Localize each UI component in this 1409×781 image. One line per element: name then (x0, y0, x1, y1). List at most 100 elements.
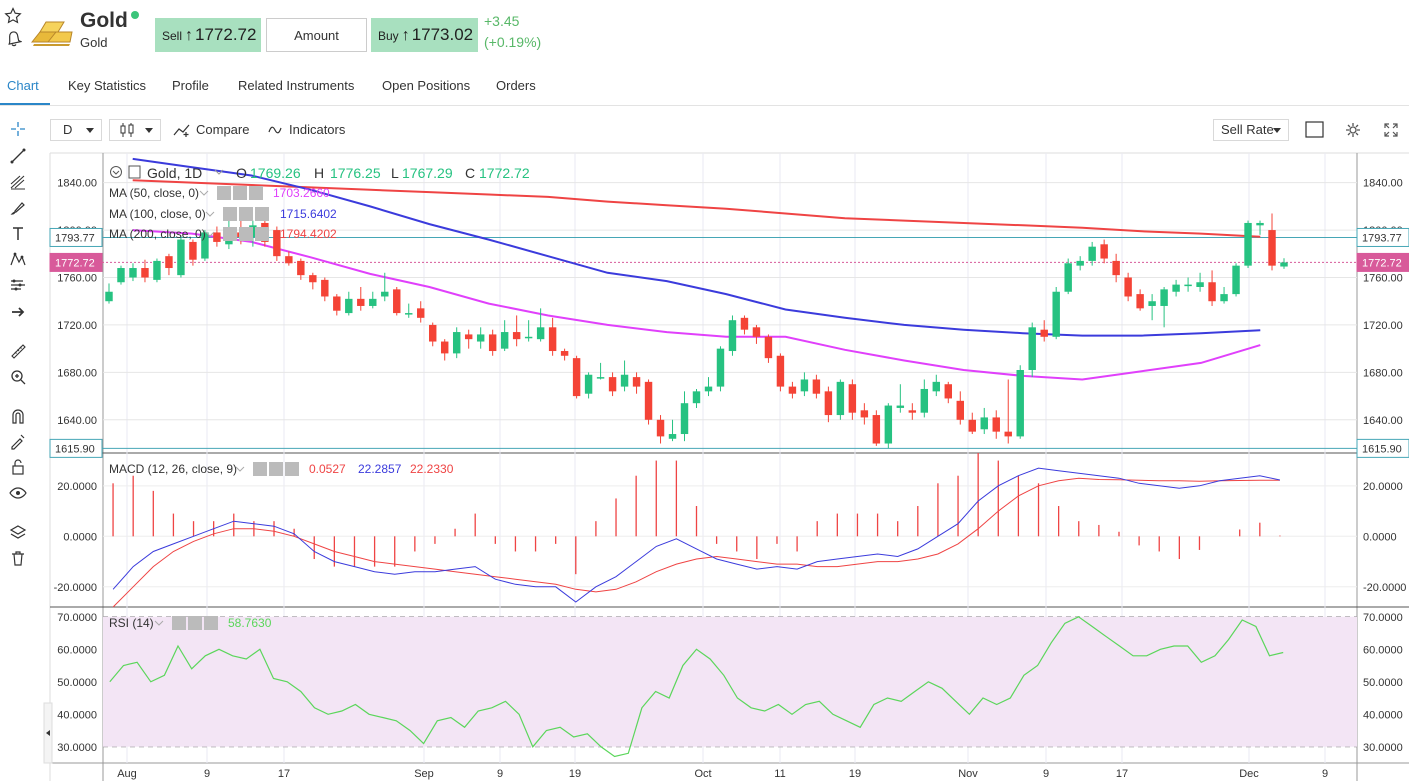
star-icon[interactable] (4, 7, 22, 25)
bearish-candle (656, 419, 665, 437)
chevron-down-icon[interactable] (205, 231, 215, 237)
compare-button[interactable]: Compare (196, 122, 250, 137)
gear-icon[interactable] (239, 227, 253, 241)
chevron-down-icon[interactable] (214, 169, 224, 175)
bearish-candle (1268, 230, 1276, 266)
indicators-icon[interactable] (268, 124, 282, 134)
bullish-candle (129, 268, 137, 278)
gear-icon[interactable] (233, 186, 247, 200)
tab-profile[interactable]: Profile (172, 78, 209, 93)
bearish-candle (776, 355, 785, 387)
bearish-candle (908, 410, 917, 413)
tab-key-statistics[interactable]: Key Statistics (68, 78, 147, 93)
crosshair-icon[interactable] (9, 120, 27, 138)
bearish-candle (1124, 277, 1132, 297)
bearish-candle (189, 241, 197, 260)
eye-icon[interactable] (172, 616, 186, 630)
lock-icon[interactable] (9, 458, 27, 476)
zoom-in-icon[interactable] (9, 368, 27, 386)
tab-chart[interactable]: Chart (7, 78, 39, 93)
bullish-candle (596, 377, 605, 379)
chevron-down-icon[interactable] (235, 466, 245, 472)
ma200-line (132, 179, 1261, 238)
ma200-controls[interactable] (223, 227, 269, 241)
buy-button[interactable]: Buy ↑ 1773.02 (371, 18, 478, 52)
collapse-legend-icon[interactable] (110, 166, 122, 178)
tab-open-positions[interactable]: Open Positions (382, 78, 471, 93)
eye-icon[interactable] (253, 462, 267, 476)
pattern-tool-icon[interactable] (9, 250, 27, 268)
sell-price: 1772.72 (195, 25, 257, 44)
ma50-controls[interactable] (217, 186, 263, 200)
close-icon[interactable] (249, 186, 263, 200)
symbol-settings-icon[interactable] (128, 165, 141, 179)
close-icon[interactable] (255, 227, 269, 241)
time-axis-label: 9 (1322, 768, 1328, 780)
time-axis-label: 17 (1116, 768, 1128, 780)
lock-drawings-icon[interactable] (9, 432, 27, 450)
brush-icon[interactable] (9, 199, 27, 217)
bullish-candle (1232, 265, 1240, 295)
eye-icon[interactable] (217, 186, 231, 200)
ruler-icon[interactable] (9, 342, 27, 360)
chevron-left-icon[interactable] (46, 730, 50, 736)
tab-related-instruments[interactable]: Related Instruments (238, 78, 355, 93)
chevron-down-icon[interactable] (199, 190, 209, 196)
trend-line-icon[interactable] (9, 147, 27, 165)
close-icon[interactable] (204, 616, 218, 630)
bullish-candle (369, 298, 377, 306)
eye-icon[interactable] (223, 207, 237, 221)
forecast-tool-icon[interactable] (9, 276, 27, 294)
layers-icon[interactable] (9, 523, 27, 541)
text-tool-icon[interactable] (9, 225, 27, 243)
magnet-icon[interactable] (9, 407, 27, 425)
trash-icon[interactable] (9, 549, 27, 567)
close-icon[interactable] (285, 462, 299, 476)
arrow-right-icon[interactable] (9, 303, 27, 321)
price-change: +3.45 (484, 13, 520, 29)
bullish-candle (620, 374, 629, 387)
legend-symbol: Gold, 1D (147, 165, 202, 181)
gear-icon[interactable] (188, 616, 202, 630)
price-axis-label: 1760.00 (1363, 273, 1403, 285)
bullish-candle (932, 381, 941, 392)
gear-icon[interactable] (239, 207, 253, 221)
eye-icon[interactable] (223, 227, 237, 241)
rsi-controls[interactable] (172, 616, 218, 630)
time-axis-label: Aug (117, 768, 137, 780)
tab-orders[interactable]: Orders (496, 78, 536, 93)
bell-icon[interactable] (6, 29, 22, 47)
rsi-value: 58.7630 (228, 616, 272, 630)
time-axis-label: Sep (414, 768, 434, 780)
indicators-button[interactable]: Indicators (289, 122, 346, 137)
ma100-label: MA (100, close, 0) (109, 207, 206, 221)
chart-type-select[interactable] (109, 119, 161, 141)
amount-input[interactable]: Amount (266, 18, 367, 52)
rate-type-select[interactable]: Sell Rate (1213, 119, 1289, 141)
price-level-label: 1615.90 (55, 443, 95, 455)
sell-button[interactable]: Sell ↑ 1772.72 (155, 18, 261, 52)
chart-toolbar: D Compare Indicators Sell Rate (50, 110, 1409, 150)
bearish-candle (548, 327, 557, 352)
macd-controls[interactable] (253, 462, 299, 476)
fullscreen-icon[interactable] (1384, 123, 1398, 137)
time-axis-label: 9 (1043, 768, 1049, 780)
settings-gear-icon[interactable] (1345, 122, 1361, 138)
chevron-down-icon[interactable] (205, 211, 215, 217)
price-level-tag (1356, 227, 1409, 247)
bullish-candle (500, 332, 509, 349)
bullish-candle (692, 391, 701, 404)
bearish-candle (1208, 282, 1216, 302)
fib-retracement-icon[interactable] (9, 173, 27, 191)
interval-select[interactable]: D (50, 119, 102, 141)
snapshot-icon[interactable] (1305, 121, 1324, 138)
eye-icon[interactable] (9, 484, 27, 502)
chevron-down-icon[interactable] (154, 620, 164, 626)
bearish-candle (848, 384, 857, 413)
ma100-controls[interactable] (223, 207, 269, 221)
compare-icon[interactable] (173, 123, 191, 137)
close-icon[interactable] (255, 207, 269, 221)
macd-signal-line (112, 477, 1280, 608)
gear-icon[interactable] (269, 462, 283, 476)
